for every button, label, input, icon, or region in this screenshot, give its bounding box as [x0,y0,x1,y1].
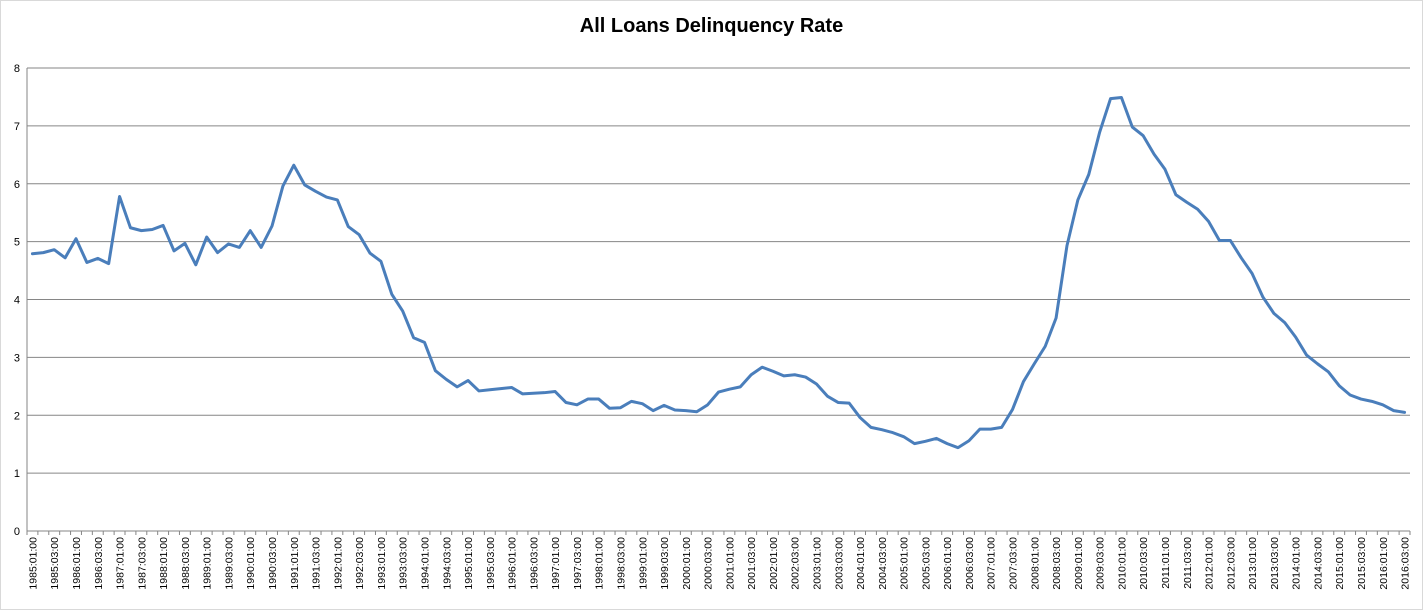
x-tick-label: 2010:03:00 [1138,537,1150,590]
x-axis-tick-labels: 1985:01:00 1985:03:00 1986:01:00 1986:03:00… [27,537,1411,590]
x-tick-label: 1998:03:00 [615,537,627,590]
y-tick-label: 7 [14,121,20,133]
x-tick-label: 1987:03:00 [136,537,148,590]
x-tick-label: 2000:03:00 [703,537,715,590]
y-tick-label: 1 [14,468,20,480]
x-tick-label: 2001:03:00 [746,537,758,590]
x-tick-label: 1999:03:00 [659,537,671,590]
x-tick-label: 2003:01:00 [812,537,824,590]
x-tick-label: 2004:03:00 [877,537,889,590]
x-tick-label: 1994:03:00 [441,537,453,590]
x-tick-label: 2016:01:00 [1378,537,1390,590]
x-tick-label: 2007:01:00 [986,537,998,590]
x-tick-label: 1994:01:00 [419,537,431,590]
x-tick-label: 2002:03:00 [790,537,802,590]
x-tick-label: 2003:03:00 [833,537,845,590]
x-tick-label: 2007:03:00 [1008,537,1020,590]
x-tick-label: 1992:03:00 [354,537,366,590]
x-tick-label: 1995:01:00 [463,537,475,590]
x-tick-label: 1991:03:00 [311,537,323,590]
x-tick-label: 2010:01:00 [1116,537,1128,590]
x-tick-label: 1989:03:00 [223,537,235,590]
x-tick-label: 1992:01:00 [332,537,344,590]
x-tick-label: 2000:01:00 [681,537,693,590]
x-tick-label: 2012:01:00 [1204,537,1216,590]
x-tick-label: 2008:03:00 [1051,537,1063,590]
x-tick-label: 1989:01:00 [202,537,214,590]
x-tick-label: 1985:03:00 [49,537,61,590]
x-tick-label: 2005:01:00 [899,537,911,590]
x-tick-label: 2016:03:00 [1400,537,1412,590]
x-tick-label: 2014:01:00 [1291,537,1303,590]
x-tick-label: 1995:03:00 [485,537,497,590]
chart-title: All Loans Delinquency Rate [579,15,844,37]
x-tick-label: 1999:01:00 [637,537,649,590]
x-tick-label: 2004:01:00 [855,537,867,590]
x-tick-label: 2001:01:00 [724,537,736,590]
x-tick-label: 1988:01:00 [158,537,170,590]
y-tick-label: 4 [14,295,20,307]
x-tick-label: 2005:03:00 [920,537,932,590]
x-tick-label: 2013:01:00 [1247,537,1259,590]
x-tick-label: 2013:03:00 [1269,537,1281,590]
y-tick-label: 3 [14,352,20,364]
x-tick-label: 1990:01:00 [245,537,257,590]
x-tick-label: 1986:01:00 [71,537,83,590]
x-tick-label: 1997:01:00 [550,537,562,590]
x-tick-label: 1998:01:00 [594,537,606,590]
x-tick-label: 1991:01:00 [289,537,301,590]
series-lines [30,96,1407,450]
x-tick-label: 1987:01:00 [115,537,127,590]
x-tick-label: 2009:03:00 [1095,537,1107,590]
x-tick-label: 2009:01:00 [1073,537,1085,590]
x-tick-label: 1993:01:00 [376,537,388,590]
x-tick-label: 2011:01:00 [1160,537,1172,589]
x-tick-label: 1996:03:00 [528,537,540,590]
y-axis-tick-labels: 0 1 2 3 4 5 6 7 8 [14,63,20,538]
x-tick-label: 2014:03:00 [1312,537,1324,590]
x-tick-label: 1993:03:00 [398,537,410,590]
x-tick-label: 1996:01:00 [507,537,519,590]
x-tick-label: 1986:03:00 [93,537,105,590]
x-tick-label: 1997:03:00 [572,537,584,590]
axes [26,68,1411,535]
x-tick-label: 2011:03:00 [1182,537,1194,589]
y-tick-label: 8 [14,63,20,75]
x-tick-label: 2006:03:00 [964,537,976,590]
x-tick-label: 1988:03:00 [180,537,192,590]
gridlines [27,67,1410,474]
x-tick-label: 2006:01:00 [942,537,954,590]
x-tick-label: 2012:03:00 [1225,537,1237,590]
y-tick-label: 0 [14,526,20,538]
series-line [30,96,1407,450]
y-tick-label: 2 [14,410,20,422]
x-tick-label: 2002:01:00 [768,537,780,590]
y-tick-label: 5 [14,237,20,249]
x-tick-label: 1990:03:00 [267,537,279,590]
y-tick-label: 6 [14,179,20,191]
x-tick-label: 2008:01:00 [1029,537,1041,590]
x-tick-label: 2015:03:00 [1356,537,1368,590]
x-tick-label: 1985:01:00 [27,537,39,590]
x-tick-label: 2015:01:00 [1334,537,1346,590]
